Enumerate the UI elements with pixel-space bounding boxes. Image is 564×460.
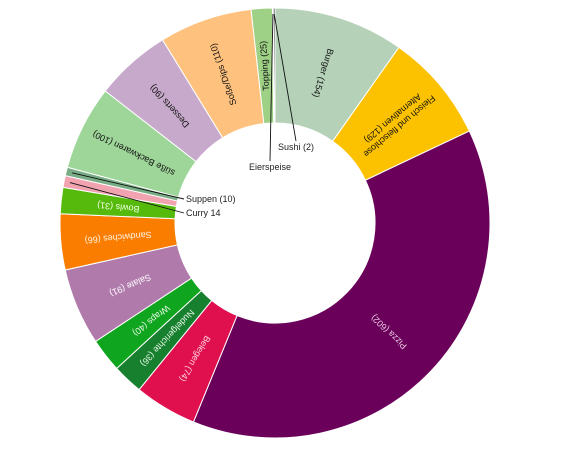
leader-line-eierspeise <box>269 14 274 162</box>
slice-label-sushi: Sushi (2) <box>278 142 314 152</box>
slices-group <box>59 7 491 439</box>
slice-sushi[interactable] <box>272 7 276 124</box>
slice-label-suppen: Suppen (10) <box>186 194 236 204</box>
leader-line-suppen <box>72 172 185 200</box>
slice-label-topping: Topping (25) <box>258 41 271 92</box>
leader-line-curry <box>69 182 185 214</box>
leader-line-sushi <box>273 13 297 142</box>
slice-label-eierspeise: Eierspeise <box>249 162 291 172</box>
slice-label-curry: Curry 14 <box>186 208 221 218</box>
slice-label-bowls: Bowls (31) <box>97 200 140 214</box>
slice-pizza[interactable] <box>192 130 491 439</box>
